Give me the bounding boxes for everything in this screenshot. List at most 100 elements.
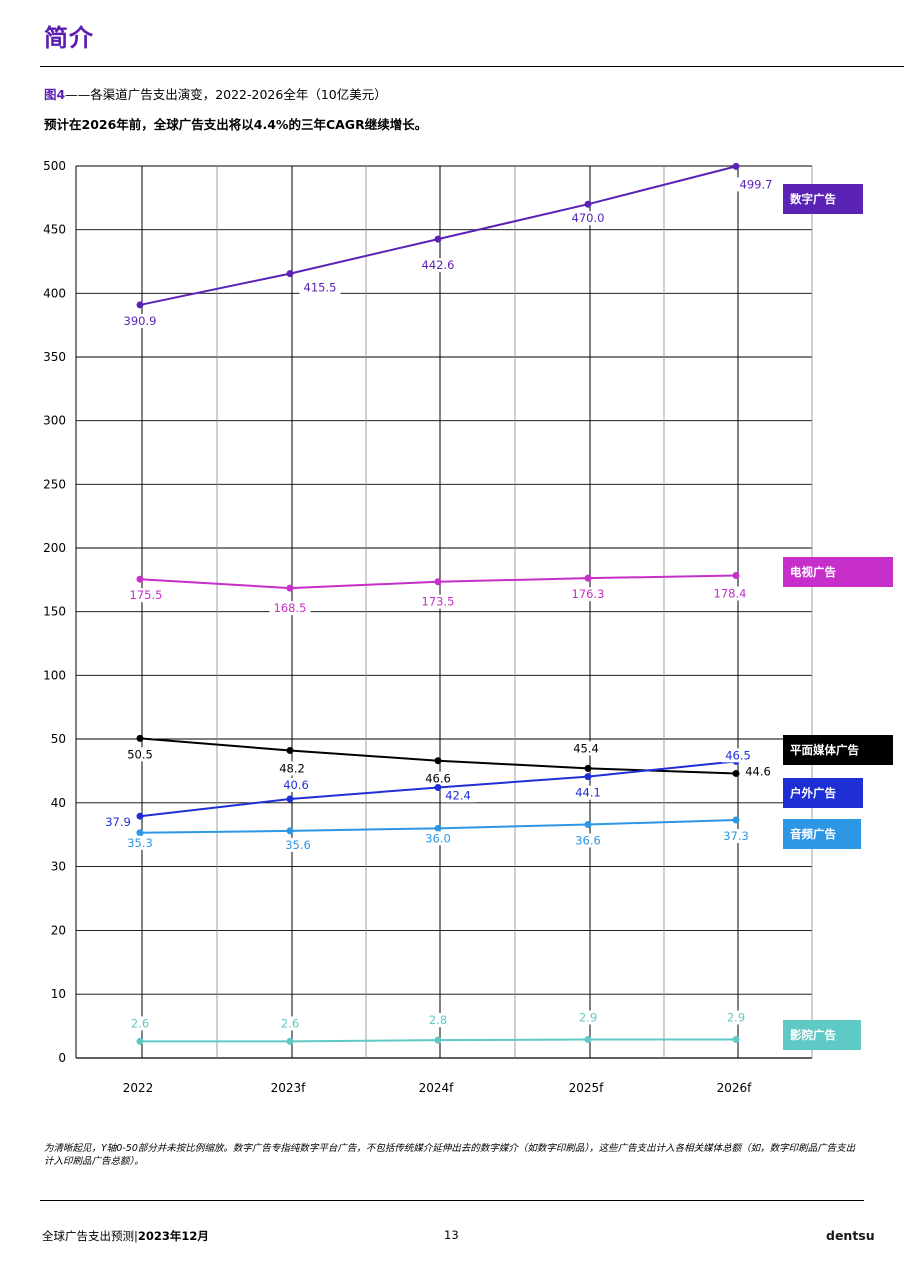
data-label: 2.6: [131, 1016, 149, 1030]
data-label: 40.6: [283, 778, 309, 792]
figure-title-text: ——各渠道广告支出演变，2022-2026全年（10亿美元）: [65, 87, 387, 102]
data-label-bg: [126, 1016, 154, 1031]
data-point: [732, 816, 740, 824]
footer-report-date: 2023年12月: [137, 1229, 209, 1243]
y-tick-label: 10: [51, 987, 66, 1001]
data-point: [286, 584, 294, 592]
data-point: [286, 1037, 294, 1045]
data-point: [136, 575, 144, 583]
x-tick-label: 2023f: [271, 1081, 307, 1095]
data-point: [434, 757, 442, 765]
data-label-bg: [101, 815, 135, 830]
data-point: [136, 812, 144, 820]
data-point: [732, 1035, 740, 1043]
data-label: 390.9: [124, 314, 157, 328]
data-point: [732, 572, 740, 580]
data-point: [434, 824, 442, 832]
data-label-bg: [119, 313, 161, 328]
data-label: 36.6: [575, 833, 601, 847]
data-point: [136, 734, 144, 742]
legend-swatch: [783, 778, 863, 808]
data-label: 2.9: [727, 1010, 745, 1024]
data-label-bg: [276, 1016, 304, 1031]
series-line: [139, 737, 737, 775]
y-tick-label: 250: [43, 477, 66, 491]
data-label: 173.5: [422, 595, 455, 609]
data-point: [434, 235, 442, 243]
data-point: [584, 1035, 592, 1043]
brand-logo: dentsu: [826, 1228, 875, 1243]
data-point: [584, 820, 592, 828]
y-tick-label: 150: [43, 605, 66, 619]
data-label: 42.4: [445, 788, 471, 802]
data-label: 175.5: [130, 588, 163, 602]
data-label: 415.5: [304, 281, 337, 295]
data-point: [434, 578, 442, 586]
data-label-bg: [741, 764, 775, 779]
data-label-bg: [719, 829, 753, 844]
data-label: 470.0: [572, 211, 605, 225]
data-point: [732, 769, 740, 777]
y-tick-label: 300: [43, 414, 66, 428]
figure-subtitle: 预计在2026年前，全球广告支出将以4.4%的三年CAGR继续增长。: [44, 117, 428, 132]
legend-label: 影院广告: [790, 1028, 836, 1042]
data-point: [136, 829, 144, 837]
legend-label: 数字广告: [790, 192, 836, 206]
data-label: 178.4: [714, 587, 747, 601]
data-label: 2.6: [281, 1016, 299, 1030]
x-tick-label: 2024f: [419, 1081, 455, 1095]
data-label-bg: [569, 741, 603, 756]
y-tick-label: 450: [43, 223, 66, 237]
data-label: 44.1: [575, 786, 601, 800]
data-label-bg: [269, 601, 311, 616]
y-tick-label: 0: [58, 1051, 66, 1065]
legend-swatch: [783, 557, 893, 587]
line-chart: 5004504003503002502001501005040302010020…: [43, 159, 893, 1095]
data-label-bg: [417, 594, 459, 609]
data-label: 442.6: [422, 258, 455, 272]
legend-swatch: [783, 735, 893, 765]
legend-label: 电视广告: [790, 565, 836, 579]
data-point: [286, 795, 294, 803]
title-rule: [40, 66, 904, 67]
data-label-bg: [721, 748, 755, 763]
data-point: [434, 1036, 442, 1044]
y-tick-label: 100: [43, 668, 66, 682]
data-label: 36.0: [425, 831, 451, 845]
data-label: 48.2: [279, 761, 305, 775]
data-point: [732, 162, 740, 170]
data-label-bg: [281, 837, 315, 852]
figure-title: 图4——各渠道广告支出演变，2022-2026全年（10亿美元）: [44, 84, 387, 103]
data-point: [136, 301, 144, 309]
section-title: 简介: [44, 24, 94, 52]
y-tick-label: 30: [51, 860, 66, 874]
data-label: 2.8: [429, 1013, 447, 1027]
y-tick-label: 350: [43, 350, 66, 364]
data-label-bg: [123, 747, 157, 762]
data-label-bg: [567, 587, 609, 602]
data-point: [286, 270, 294, 278]
data-point: [136, 1037, 144, 1045]
data-label: 35.3: [127, 836, 153, 850]
legend-swatch: [783, 1020, 861, 1050]
legend-label: 平面媒体广告: [790, 743, 859, 757]
data-label: 168.5: [274, 601, 307, 615]
footnote: 为清晰起见，Y轴0-50部分并未按比例缩放。数字广告专指纯数字平台广告，不包括传…: [44, 1143, 856, 1167]
footer-rule: [40, 1200, 864, 1201]
legend-swatch: [783, 184, 863, 214]
legend-swatch: [783, 819, 861, 849]
data-label-bg: [735, 177, 777, 192]
data-label: 499.7: [740, 177, 773, 191]
data-label: 45.4: [573, 741, 599, 755]
data-label-bg: [571, 833, 605, 848]
data-label: 50.5: [127, 747, 153, 761]
data-point: [584, 200, 592, 208]
data-label-bg: [125, 588, 167, 603]
x-tick-label: 2026f: [717, 1081, 753, 1095]
y-tick-label: 400: [43, 286, 66, 300]
x-tick-label: 2022: [123, 1081, 154, 1095]
data-point: [584, 773, 592, 781]
x-tick-label: 2025f: [569, 1081, 605, 1095]
data-label: 35.6: [285, 838, 311, 852]
data-label-bg: [421, 771, 455, 786]
